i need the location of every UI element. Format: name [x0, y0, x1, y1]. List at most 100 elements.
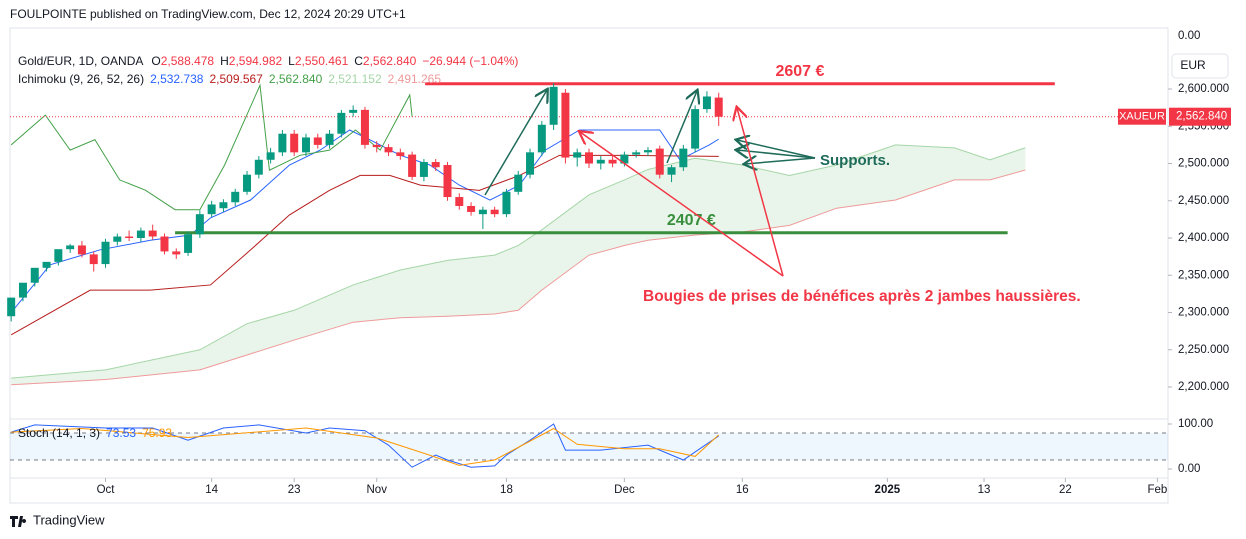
- legend-key: O: [151, 54, 160, 68]
- stoch-line: [11, 423, 719, 468]
- candle-body: [502, 191, 511, 215]
- legend-key: L: [288, 54, 295, 68]
- arrow: [737, 108, 784, 277]
- ichimoku-legend: Ichimoku (9, 26, 52, 26) 2,532.738 2,509.5…: [18, 72, 441, 86]
- candle-body: [219, 202, 228, 209]
- footer: TradingView: [33, 512, 105, 527]
- legend-value: 2,594.982: [229, 54, 283, 68]
- level-label: 2607 €: [775, 63, 824, 80]
- senkou-span: [11, 144, 1026, 379]
- currency-box[interactable]: [1171, 53, 1229, 79]
- x-tick-label: Feb: [1147, 484, 1167, 496]
- candle-body: [691, 109, 700, 149]
- ichimoku-value: 2,521.152: [328, 72, 382, 86]
- y-tick-label: 2,300.000: [1178, 307, 1229, 319]
- candle-body: [514, 174, 523, 192]
- ichimoku-line: [10, 154, 719, 336]
- stoch-value: 73.53: [106, 426, 136, 440]
- candle-body: [655, 148, 664, 175]
- ichimoku-value: 2,509.567: [209, 72, 263, 86]
- candle-body: [243, 174, 252, 192]
- candle-body: [325, 133, 334, 145]
- candle-body: [679, 148, 688, 168]
- legend-value: 2,588.478: [161, 54, 215, 68]
- legend: Gold/EUR, 1D, OANDA O2,588.478 H2,594.982 L…: [18, 54, 518, 68]
- candle-body: [266, 152, 275, 160]
- x-tick-label: 13: [978, 484, 991, 496]
- arrow: [580, 132, 784, 277]
- candle-body: [467, 205, 476, 212]
- legend-value: 2,562.840: [363, 54, 417, 68]
- candle-body: [30, 267, 39, 283]
- senkou-span: [11, 169, 1026, 386]
- candle-body: [160, 236, 169, 252]
- arrow: [745, 158, 816, 164]
- arrow: [737, 150, 816, 159]
- legend-change: −26.944 (−1.04%): [422, 54, 518, 68]
- symbol-box: [1118, 108, 1166, 125]
- candle-body: [7, 297, 16, 317]
- level-label: 2407 €: [667, 212, 716, 229]
- candle-body: [337, 112, 346, 134]
- candle-body: [301, 137, 310, 153]
- candle-body: [702, 96, 711, 110]
- ichimoku-value: 2,532.738: [150, 72, 204, 86]
- x-tick-label: 22: [1059, 484, 1072, 496]
- arrow: [666, 91, 697, 164]
- currency: EUR: [1180, 58, 1206, 72]
- candle-body: [54, 249, 63, 262]
- x-tick-label: 2025: [875, 484, 901, 496]
- candle-body: [573, 152, 582, 158]
- y-tick-label: 2,400.000: [1178, 232, 1229, 244]
- price-box: [1169, 107, 1231, 126]
- published: FOULPOINTE published on TradingView.com,…: [10, 7, 406, 21]
- legend-value: 2,550.461: [295, 54, 349, 68]
- stoch-tick-label: 100.00: [1178, 418, 1213, 430]
- ichimoku-value: 2,491.265: [388, 72, 442, 86]
- x-tick-label: 16: [736, 484, 749, 496]
- ichimoku-cloud: [11, 144, 1026, 385]
- candle-body: [148, 230, 157, 237]
- candle-body: [18, 282, 27, 298]
- y-tick-label: 2,200.000: [1178, 381, 1229, 393]
- price-label: 2,562.840: [1176, 111, 1227, 123]
- candle-body: [360, 109, 369, 145]
- y-tick-label: 2,350.000: [1178, 269, 1229, 281]
- candle-body: [490, 209, 499, 215]
- candle-body: [290, 133, 299, 153]
- candle-body: [455, 197, 464, 206]
- candle-body: [231, 191, 240, 203]
- stoch-label: Stoch (14, 1, 3): [18, 426, 100, 440]
- plot: 2607 € 2407 €: [7, 63, 1168, 468]
- candle-body: [113, 236, 122, 242]
- candle-body: [77, 245, 86, 255]
- symbol: XAUEUR: [1119, 111, 1165, 123]
- y-tick-label: 2,250.000: [1178, 344, 1229, 356]
- stoch-band: [10, 433, 1168, 461]
- ichimoku-label: Ichimoku (9, 26, 52, 26): [18, 72, 144, 86]
- stoch-tick-label: 0.00: [1178, 463, 1200, 475]
- chart-frame: [9, 27, 1169, 504]
- candle-body: [184, 234, 193, 253]
- candle-body: [537, 124, 546, 153]
- candle-body: [608, 159, 617, 164]
- candle-body: [643, 150, 652, 153]
- legend-key: H: [220, 54, 229, 68]
- candle-body: [195, 214, 204, 235]
- x-tick-label: 18: [500, 484, 513, 496]
- candle-body: [408, 154, 417, 177]
- stoch-legend: Stoch (14, 1, 3) 73.53 75.93: [18, 426, 172, 440]
- footer-logo: [10, 516, 27, 527]
- annotation: Bougies de prises de bénéfices après 2 j…: [643, 288, 1081, 305]
- candle-body: [278, 133, 287, 153]
- y-tick-label: 2,500.000: [1178, 158, 1229, 170]
- x-tick-label: 23: [288, 484, 301, 496]
- candle-body: [561, 92, 570, 158]
- x-tick-label: Nov: [367, 484, 388, 496]
- annotation: Supports.: [820, 152, 890, 169]
- y-tick-label: 2,450.000: [1178, 195, 1229, 207]
- candle-body: [207, 204, 216, 215]
- candle-body: [125, 236, 134, 239]
- ichimoku-value: 2,562.840: [269, 72, 323, 86]
